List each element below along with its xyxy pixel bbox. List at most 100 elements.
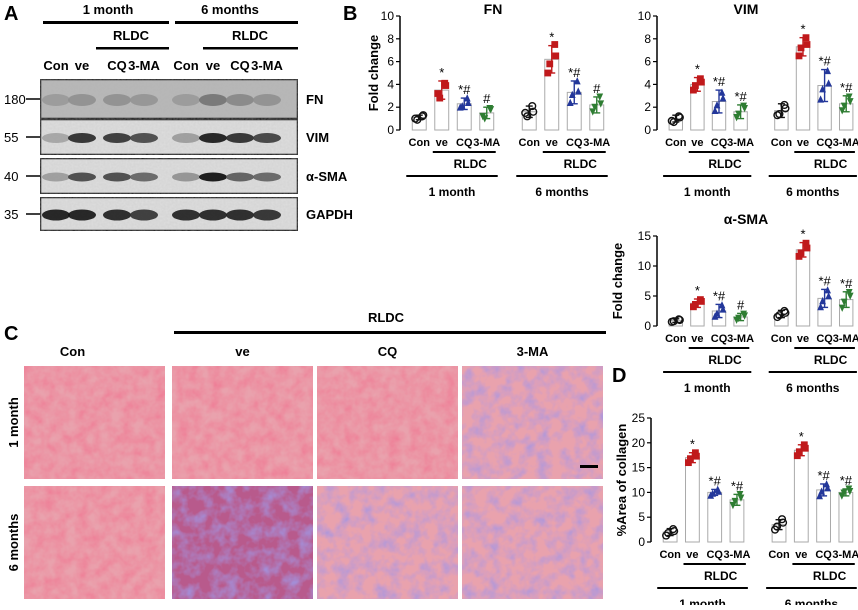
- y-tick-label: 2: [387, 100, 394, 114]
- histology-image: [24, 366, 165, 479]
- y-tick-label: 5: [644, 289, 651, 303]
- histology-treatment-label: RLDC: [368, 310, 405, 325]
- data-point: [528, 101, 537, 111]
- y-tick-label: 10: [632, 485, 646, 499]
- blot-strip-α-SMA: 40 α-SMA: [4, 156, 348, 196]
- data-point: [735, 110, 742, 118]
- data-point: [840, 298, 848, 306]
- blot-treatment-label-6months: RLDC: [232, 28, 269, 43]
- y-tick-label: 2: [644, 100, 651, 114]
- blot-time-line-1month: [43, 21, 169, 24]
- blot-time-line-6months: [175, 21, 298, 24]
- data-point: [551, 41, 559, 48]
- blot-band: [103, 209, 131, 221]
- data-point: [775, 109, 784, 119]
- treatment-label: RLDC: [454, 157, 488, 171]
- treatment-label: RLDC: [564, 157, 598, 171]
- y-tick-label: 6: [644, 55, 651, 69]
- y-tick-label: 10: [381, 9, 395, 23]
- data-point: [731, 497, 739, 506]
- y-tick-label: 15: [632, 461, 646, 475]
- significance-label: *#: [731, 478, 744, 493]
- blot-protein-label: α-SMA: [306, 169, 348, 184]
- significance-label: *: [799, 429, 804, 444]
- histology-grid: Con ve CQ 3-MA 1 month 6 months: [6, 344, 603, 599]
- blot-band: [130, 133, 158, 143]
- chart-title: VIM: [734, 1, 759, 17]
- histology-row-label: 1 month: [6, 397, 21, 448]
- y-tick-label: 20: [632, 436, 646, 450]
- data-point: [845, 93, 853, 101]
- x-tick-label: 3-MA: [833, 333, 858, 345]
- significance-label: #: [593, 81, 601, 96]
- blot-band: [130, 94, 158, 106]
- data-point: [846, 98, 854, 106]
- y-tick-label: 0: [644, 319, 651, 333]
- treatment-label: RLDC: [814, 157, 848, 171]
- data-point: [711, 106, 719, 115]
- data-point: [458, 102, 466, 110]
- panel-label-d: D: [612, 365, 626, 387]
- data-point: [566, 98, 574, 107]
- data-point: [481, 115, 489, 123]
- x-tick-label: CQ: [815, 549, 832, 561]
- histology-column-label: ve: [235, 344, 249, 359]
- data-point: [690, 86, 697, 94]
- blot-mw-label: 55: [4, 130, 18, 145]
- x-tick-label: Con: [665, 333, 687, 345]
- data-point: [568, 90, 576, 99]
- data-point: [546, 60, 554, 68]
- blot-strip-FN: 180 FN: [4, 77, 323, 121]
- x-tick-label: Con: [771, 137, 793, 149]
- y-tick-label: 25: [632, 411, 646, 425]
- histology-row-label: 6 months: [6, 514, 21, 572]
- x-tick-label: 3-MA: [833, 137, 858, 149]
- significance-label: *: [439, 65, 444, 80]
- data-point: [596, 93, 604, 101]
- blot-treatment-line-1month: [96, 47, 169, 50]
- y-tick-label: 0: [638, 535, 645, 549]
- x-tick-label: 3-MA: [724, 549, 751, 561]
- data-point: [846, 292, 854, 300]
- chart-title: α-SMA: [724, 211, 768, 227]
- x-tick-label: 3-MA: [473, 137, 500, 149]
- data-point: [698, 78, 705, 86]
- data-point: [778, 518, 788, 527]
- blot-band: [42, 94, 70, 106]
- blot-time-label-1month: 1 month: [83, 2, 134, 17]
- x-tick-label: CQ: [816, 333, 833, 345]
- data-point: [692, 82, 699, 89]
- blot-band: [68, 133, 96, 143]
- data-point: [741, 104, 748, 113]
- blot-strip-GAPDH: 35 GAPDH: [4, 195, 353, 233]
- blot-band: [42, 133, 70, 143]
- significance-label: *: [549, 30, 554, 45]
- data-point: [838, 304, 846, 312]
- significance-label: *#: [817, 468, 830, 483]
- significance-label: *#: [568, 65, 581, 80]
- y-tick-label: 6: [387, 55, 394, 69]
- blot-band: [253, 209, 281, 221]
- significance-label: #: [483, 91, 491, 106]
- y-tick-label: 4: [644, 77, 651, 91]
- data-point: [824, 286, 831, 294]
- x-tick-label: ve: [546, 137, 558, 149]
- data-point: [573, 77, 581, 85]
- treatment-label: RLDC: [814, 353, 848, 367]
- x-tick-label: CQ: [456, 137, 473, 149]
- data-point: [436, 94, 444, 102]
- histology-image: [317, 366, 458, 479]
- significance-label: *#: [818, 54, 831, 69]
- data-point: [692, 449, 699, 457]
- histology-tissue: [462, 486, 603, 599]
- bar: [793, 449, 809, 543]
- data-point: [552, 52, 560, 60]
- data-point: [737, 494, 745, 502]
- y-tick-label: 10: [638, 259, 652, 273]
- x-tick-label: Con: [409, 137, 431, 149]
- blot-band: [103, 94, 131, 106]
- blot-mw-label: 180: [4, 92, 26, 107]
- bar: [795, 249, 811, 327]
- blot-band: [42, 172, 70, 182]
- treatment-label: RLDC: [704, 569, 738, 583]
